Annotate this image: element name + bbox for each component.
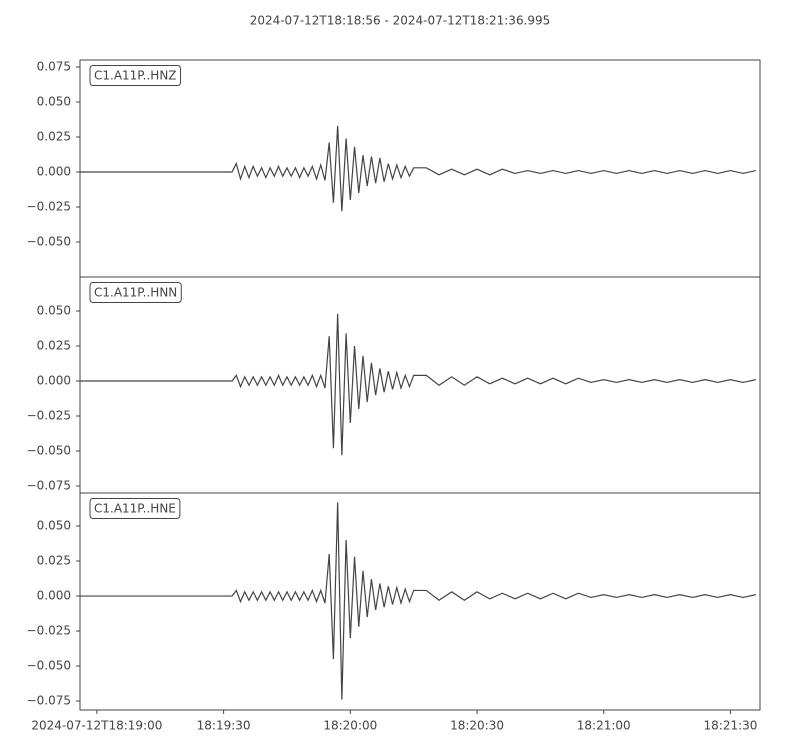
y-tick-label: 0.025 [37,554,71,568]
waveform [80,313,756,456]
y-tick-label: −0.050 [27,235,71,249]
y-tick-label: −0.075 [27,479,71,493]
y-tick-label: 0.050 [37,304,71,318]
y-tick-label: −0.025 [27,200,71,214]
trace-label: C1.A11P..HNN [94,286,177,300]
trace-label-box [89,65,182,86]
x-tick-label: 18:19:30 [197,719,251,733]
trace-label: C1.A11P..HNE [94,502,176,516]
trace-label: C1.A11P..HNZ [94,69,177,83]
waveform [80,502,756,700]
y-tick-label: 0.075 [37,60,71,74]
y-tick-label: 0.000 [37,374,71,388]
x-tick-label: 18:20:30 [450,719,504,733]
plot-frame [79,492,761,711]
y-tick-label: 0.050 [37,519,71,533]
trace-label-box [89,498,181,519]
y-tick-label: 0.000 [37,589,71,603]
y-tick-label: −0.075 [27,694,71,708]
x-tick-label: 2024-07-12T18:19:00 [31,719,162,733]
y-tick-label: 0.000 [37,165,71,179]
y-tick-label: 0.025 [37,130,71,144]
x-tick-label: 18:20:00 [323,719,377,733]
y-tick-label: −0.050 [27,444,71,458]
y-tick-label: 0.025 [37,339,71,353]
y-tick-label: −0.050 [27,659,71,673]
y-tick-label: −0.025 [27,409,71,423]
waveform [80,125,756,212]
plot-frame [79,276,761,494]
y-tick-label: 0.050 [37,95,71,109]
chart-title: 2024-07-12T18:18:56 - 2024-07-12T18:21:3… [250,14,551,28]
x-tick-label: 18:21:30 [704,719,758,733]
y-tick-label: −0.025 [27,624,71,638]
x-tick-label: 18:21:00 [577,719,631,733]
plot-frame [79,59,761,278]
trace-label-box [89,282,182,303]
